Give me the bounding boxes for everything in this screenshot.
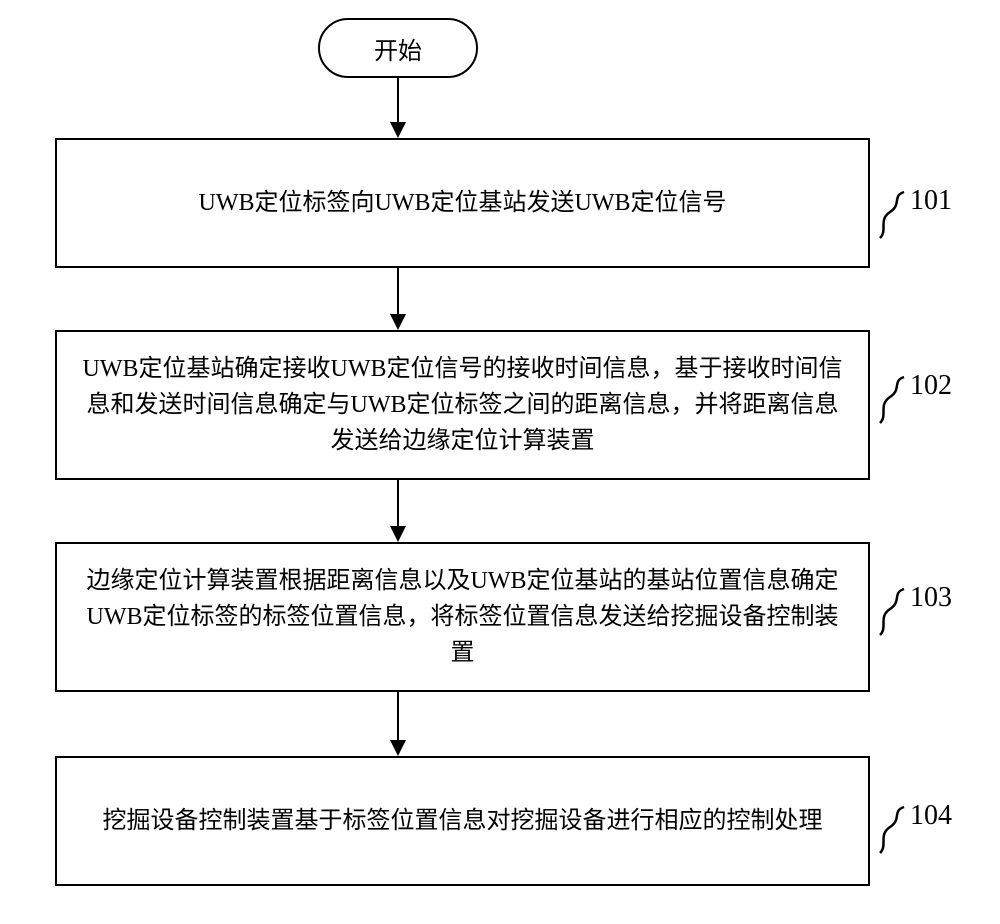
flow-arrow (397, 480, 399, 526)
step-ref-label-102: 102 (910, 370, 952, 402)
flow-arrow-head (390, 314, 406, 330)
ref-connector-squiggle (878, 375, 906, 425)
flow-arrow (397, 692, 399, 740)
flow-arrow-head (390, 526, 406, 542)
flow-step-text: 边缘定位计算装置根据距离信息以及UWB定位基站的基站位置信息确定UWB定位标签的… (75, 563, 850, 671)
flow-step-102: UWB定位基站确定接收UWB定位信号的接收时间信息，基于接收时间信息和发送时间信… (55, 330, 870, 480)
flow-step-text: 挖掘设备控制装置基于标签位置信息对挖掘设备进行相应的控制处理 (103, 803, 823, 839)
step-ref-label-103: 103 (910, 582, 952, 614)
flow-step-101: UWB定位标签向UWB定位基站发送UWB定位信号 (55, 138, 870, 268)
ref-connector-squiggle (878, 805, 906, 855)
flow-arrow-head (390, 740, 406, 756)
ref-connector-squiggle (878, 587, 906, 637)
ref-connector-squiggle (878, 190, 906, 240)
flow-arrow (397, 78, 399, 122)
step-ref-label-104: 104 (910, 800, 952, 832)
flow-step-103: 边缘定位计算装置根据距离信息以及UWB定位基站的基站位置信息确定UWB定位标签的… (55, 542, 870, 692)
start-node: 开始 (318, 18, 478, 78)
flow-step-104: 挖掘设备控制装置基于标签位置信息对挖掘设备进行相应的控制处理 (55, 756, 870, 886)
flow-arrow-head (390, 122, 406, 138)
step-ref-label-101: 101 (910, 185, 952, 217)
flow-step-text: UWB定位标签向UWB定位基站发送UWB定位信号 (199, 185, 727, 221)
flow-arrow (397, 268, 399, 314)
flow-step-text: UWB定位基站确定接收UWB定位信号的接收时间信息，基于接收时间信息和发送时间信… (75, 351, 850, 459)
start-label: 开始 (374, 31, 422, 66)
